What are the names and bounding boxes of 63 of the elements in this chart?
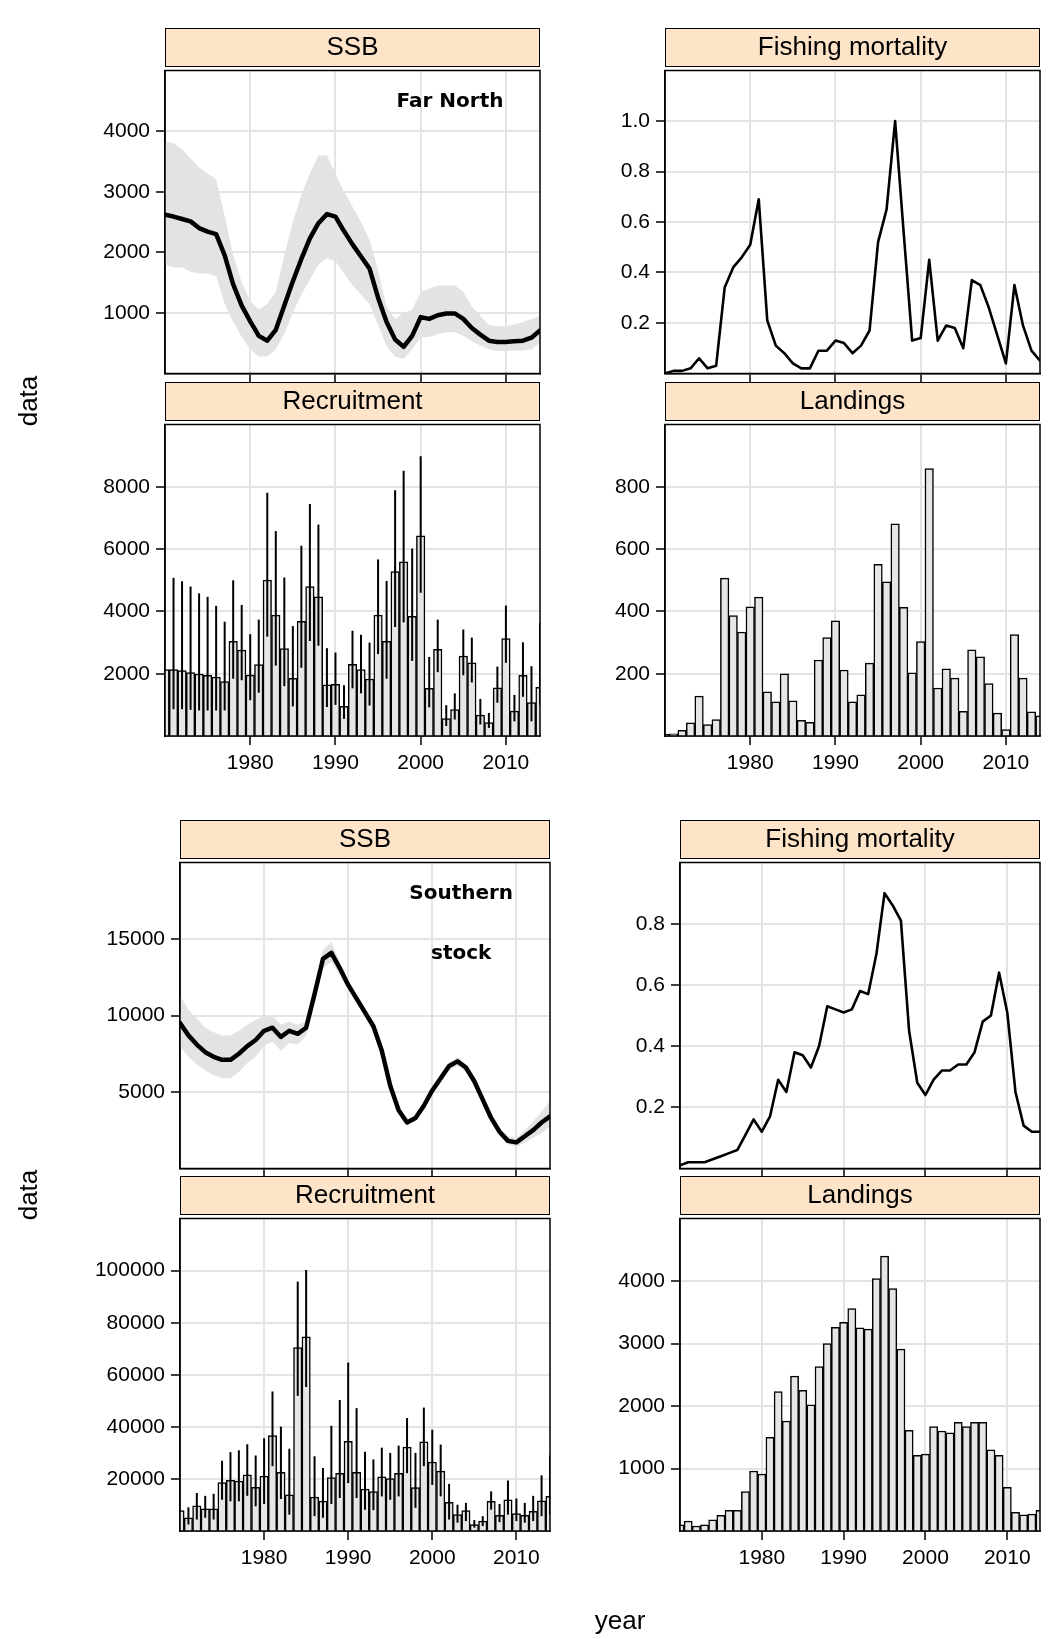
y-tick-label: 15000 bbox=[106, 925, 165, 949]
x-tick-label: 2000 bbox=[408, 1545, 456, 1569]
x-tick-label: 2000 bbox=[397, 750, 445, 774]
y-tick-label: 400 bbox=[614, 598, 650, 622]
y-tick-label: 0.4 bbox=[635, 1032, 666, 1056]
y-tick-label: 0.6 bbox=[620, 208, 650, 232]
y-axis-title: data bbox=[12, 375, 44, 427]
y-tick-label: 8000 bbox=[103, 473, 150, 497]
y-tick-label: 6000 bbox=[103, 535, 150, 559]
y-axis-title: data bbox=[12, 1169, 44, 1220]
y-tick-label: 4000 bbox=[103, 598, 150, 622]
x-tick-label: 1980 bbox=[738, 1545, 786, 1569]
y-tick-label: 800 bbox=[614, 473, 650, 497]
y-tick-label: 0.4 bbox=[620, 259, 651, 283]
y-tick-label: 0.6 bbox=[635, 971, 665, 995]
x-tick-label: 1990 bbox=[820, 1545, 867, 1569]
x-tick-label: 1980 bbox=[240, 1545, 288, 1569]
x-tick-label: 2000 bbox=[897, 750, 945, 774]
y-tick-label: 2000 bbox=[103, 660, 150, 684]
chart-title: SSB bbox=[165, 28, 540, 67]
y-tick-label: 0.2 bbox=[635, 1094, 665, 1118]
y-tick-label: 600 bbox=[614, 535, 650, 559]
y-tick-label: 200 bbox=[614, 660, 650, 684]
y-tick-label: 4000 bbox=[618, 1267, 665, 1291]
chart-title: Fishing mortality bbox=[680, 820, 1040, 859]
x-tick-label: 2010 bbox=[493, 1545, 540, 1569]
chart-title: Landings bbox=[665, 382, 1040, 421]
y-tick-label: 80000 bbox=[106, 1309, 165, 1333]
y-tick-label: 0.8 bbox=[620, 158, 650, 182]
y-tick-label: 60000 bbox=[106, 1361, 165, 1385]
x-tick-label: 2000 bbox=[902, 1545, 949, 1569]
y-tick-label: 1000 bbox=[103, 299, 150, 323]
chart-title: Fishing mortality bbox=[665, 28, 1040, 67]
y-tick-label: 3000 bbox=[618, 1330, 665, 1354]
chart-title: Recruitment bbox=[165, 382, 540, 421]
y-tick-label: 0.2 bbox=[620, 309, 650, 333]
y-tick-label: 2000 bbox=[103, 239, 150, 263]
y-tick-label: 100000 bbox=[94, 1257, 165, 1281]
y-tick-label: 4000 bbox=[103, 117, 150, 141]
y-tick-label: 2000 bbox=[618, 1392, 665, 1416]
annotation: Southern bbox=[409, 880, 514, 905]
x-tick-label: 2010 bbox=[482, 750, 530, 774]
x-tick-label: 1980 bbox=[726, 750, 774, 774]
y-tick-label: 3000 bbox=[103, 178, 150, 202]
y-tick-label: 0.8 bbox=[635, 910, 665, 934]
chart-title: Recruitment bbox=[180, 1176, 550, 1215]
y-tick-label: 20000 bbox=[106, 1465, 165, 1489]
y-tick-label: 5000 bbox=[118, 1078, 165, 1102]
y-tick-label: 10000 bbox=[106, 1002, 165, 1026]
x-tick-label: 1990 bbox=[812, 750, 859, 774]
x-tick-label: 1980 bbox=[226, 750, 274, 774]
annotation: Far North bbox=[396, 87, 504, 112]
x-tick-label: 1990 bbox=[312, 750, 359, 774]
x-axis-title: year bbox=[594, 1605, 646, 1636]
annotation: stock bbox=[431, 940, 492, 965]
x-tick-label: 1990 bbox=[324, 1545, 372, 1569]
y-tick-label: 1000 bbox=[618, 1455, 665, 1479]
x-tick-label: 2010 bbox=[982, 750, 1030, 774]
x-tick-label: 2010 bbox=[983, 1545, 1031, 1569]
y-tick-label: 1.0 bbox=[620, 107, 650, 131]
y-tick-label: 40000 bbox=[106, 1413, 165, 1437]
chart-title: SSB bbox=[180, 820, 550, 859]
chart-title: Landings bbox=[680, 1176, 1040, 1215]
